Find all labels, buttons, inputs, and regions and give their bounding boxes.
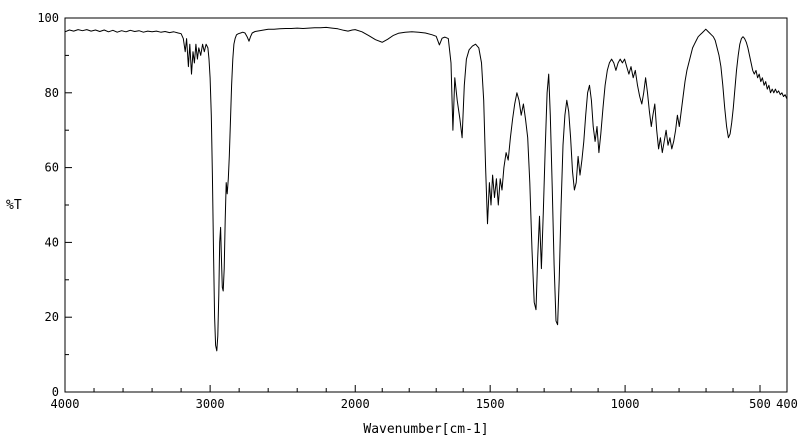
- y-tick-label: 100: [37, 11, 59, 25]
- x-tick-label: 1000: [611, 397, 640, 411]
- y-axis-label: %T: [6, 198, 22, 213]
- x-tick-label: 3000: [196, 397, 225, 411]
- x-axis-label: Wavenumber[cm-1]: [363, 422, 489, 437]
- x-tick-label: 4000: [51, 397, 80, 411]
- x-tick-label: 1500: [476, 397, 505, 411]
- y-tick-label: 80: [45, 86, 59, 100]
- y-tick-label: 60: [45, 161, 59, 175]
- spectrum-trace: [64, 26, 788, 352]
- y-tick-label: 40: [45, 235, 59, 249]
- x-tick-label: 400: [776, 397, 798, 411]
- y-tick-label: 20: [45, 310, 59, 324]
- x-tick-label: 2000: [341, 397, 370, 411]
- x-tick-label: 500: [749, 397, 771, 411]
- plot-frame: [64, 17, 788, 393]
- y-tick-label: 0: [52, 385, 59, 399]
